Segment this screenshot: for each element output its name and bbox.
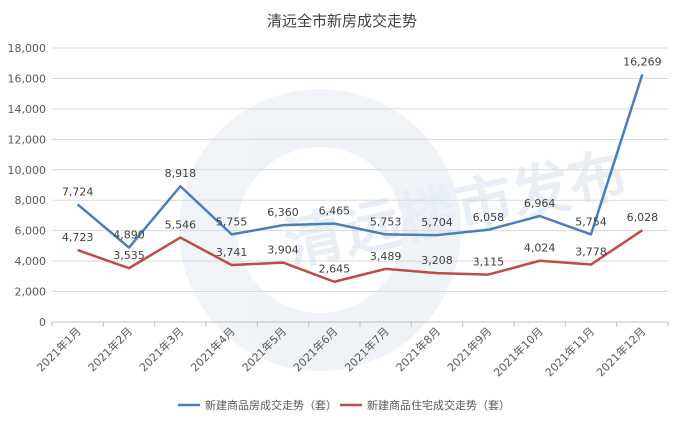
legend: 新建商品房成交走势（套） 新建商品住宅成交走势（套） <box>178 398 510 412</box>
data-label: 5,754 <box>575 215 607 228</box>
y-tick-label: 12,000 <box>8 133 47 146</box>
gridlines <box>51 47 669 327</box>
data-label: 4,890 <box>113 229 145 242</box>
y-tick-label: 8,000 <box>15 194 47 207</box>
watermark-logo: 清远楼市发布 <box>179 89 633 371</box>
data-label: 6,465 <box>319 205 351 218</box>
x-tick-label: 2021年3月 <box>136 324 186 374</box>
y-tick-label: 6,000 <box>15 225 47 238</box>
data-label: 3,778 <box>575 245 607 258</box>
data-label: 5,753 <box>370 215 402 228</box>
x-tick-label: 2021年12月 <box>593 324 648 379</box>
data-label: 5,704 <box>421 216 453 229</box>
y-tick-label: 2,000 <box>15 286 47 299</box>
data-label: 6,964 <box>524 197 556 210</box>
y-axis-ticks: 0 2,000 4,000 6,000 8,000 10,000 12,000 14,000 1… <box>8 42 47 329</box>
data-label: 6,058 <box>473 211 505 224</box>
data-label: 2,645 <box>319 263 351 276</box>
data-label: 3,489 <box>370 250 402 263</box>
y-tick-label: 18,000 <box>8 42 47 55</box>
data-label: 7,724 <box>62 185 94 198</box>
data-label: 6,360 <box>267 206 299 219</box>
x-tick-label: 2021年4月 <box>188 324 238 374</box>
x-tick-label: 2021年10月 <box>491 324 546 379</box>
data-label: 4,024 <box>524 242 556 255</box>
chart-title: 清远全市新房成交走势 <box>267 12 417 30</box>
y-tick-label: 0 <box>39 316 46 329</box>
series-lines <box>76 73 644 283</box>
legend-label: 新建商品住宅成交走势（套） <box>367 398 510 412</box>
data-label: 3,535 <box>113 249 145 262</box>
data-label: 3,904 <box>267 244 299 257</box>
x-tick-label: 2021年9月 <box>444 324 494 374</box>
data-label: 5,755 <box>216 215 248 228</box>
data-label: 3,115 <box>473 256 505 269</box>
series-line-commercial <box>76 73 644 249</box>
data-label: 3,741 <box>216 246 248 259</box>
y-tick-label: 10,000 <box>8 164 47 177</box>
legend-label: 新建商品房成交走势（套） <box>205 398 337 412</box>
data-label: 3,208 <box>421 254 453 267</box>
data-label: 4,723 <box>62 231 94 244</box>
y-tick-label: 16,000 <box>8 72 47 85</box>
y-tick-label: 14,000 <box>8 103 47 116</box>
data-label: 16,269 <box>623 55 662 68</box>
x-tick-label: 2021年11月 <box>542 324 597 379</box>
data-label: 5,546 <box>165 219 197 232</box>
x-tick-label: 2021年2月 <box>85 324 135 374</box>
data-label: 6,028 <box>627 211 659 224</box>
series-line-residential <box>77 229 644 283</box>
data-label: 8,918 <box>165 167 197 180</box>
y-tick-label: 4,000 <box>15 255 47 268</box>
x-tick-label: 2021年1月 <box>34 324 84 374</box>
data-labels: 7,724 4,890 8,918 5,755 6,360 6,465 5,753 5,704… <box>62 55 662 275</box>
